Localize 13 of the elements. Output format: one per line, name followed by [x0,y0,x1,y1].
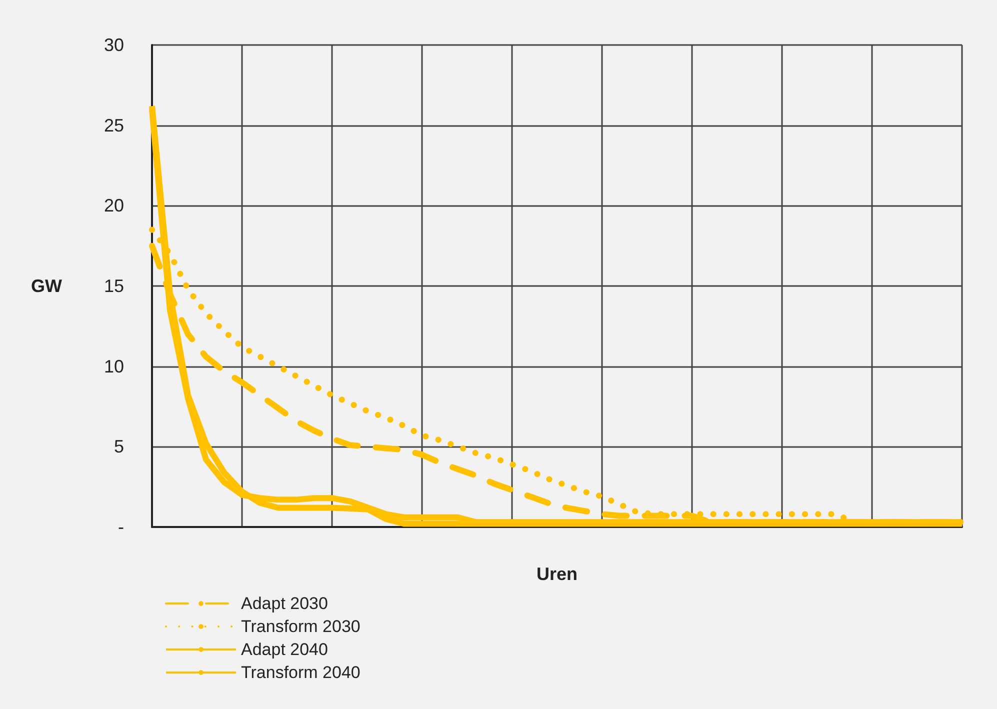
y-tick-label: 10 [104,356,124,376]
x-axis-title: Uren [536,564,578,584]
y-tick-label: 5 [114,436,124,457]
legend-label: Adapt 2030 [241,594,328,613]
y-tick-label: - [118,517,124,537]
legend-label: Transform 2030 [241,617,360,636]
legend-label: Adapt 2040 [241,640,328,659]
y-tick-label: 25 [104,115,124,136]
y-axis-title: GW [31,276,62,296]
y-tick-label: 30 [104,35,124,55]
y-tick-label: 20 [104,196,124,216]
legend-label: Transform 2040 [241,663,360,682]
y-tick-label: 15 [104,276,124,296]
